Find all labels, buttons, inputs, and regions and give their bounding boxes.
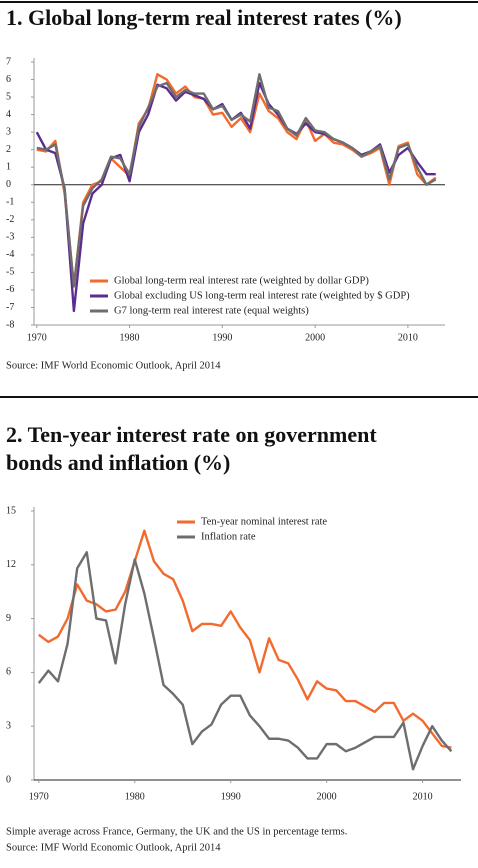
y-tick-label: -1 xyxy=(6,197,14,208)
x-tick-label: 1990 xyxy=(212,332,232,343)
y-tick-label: 3 xyxy=(6,720,11,731)
y-tick-label: 0 xyxy=(6,774,11,785)
x-tick-label: 1980 xyxy=(120,332,140,343)
y-tick-label: 3 xyxy=(6,126,11,137)
y-tick-label: 9 xyxy=(6,613,11,624)
y-tick-label: -4 xyxy=(6,249,14,260)
y-tick-label: 4 xyxy=(6,109,11,120)
chart-title: 2. Ten-year interest rate on government b… xyxy=(6,422,377,475)
y-tick-label: 1 xyxy=(6,161,11,172)
x-tick-label: 2010 xyxy=(413,791,433,802)
footnote: Simple average across France, Germany, t… xyxy=(6,826,347,837)
y-tick-label: -5 xyxy=(6,267,14,278)
x-tick-label: 2000 xyxy=(305,332,325,343)
y-tick-label: -2 xyxy=(6,214,14,225)
x-tick-label: 2000 xyxy=(317,791,337,802)
y-tick-label: 2 xyxy=(6,144,11,155)
series-line xyxy=(36,73,437,288)
y-tick-label: 6 xyxy=(6,74,11,85)
x-tick-label: 1990 xyxy=(221,791,241,802)
x-tick-label: 1980 xyxy=(125,791,145,802)
y-tick-label: -3 xyxy=(6,232,14,243)
footnote: Source: IMF World Economic Outlook, Apri… xyxy=(6,842,221,853)
y-tick-label: 0 xyxy=(6,179,11,190)
y-tick-label: -8 xyxy=(6,319,14,330)
y-tick-label: 5 xyxy=(6,91,11,102)
y-tick-label: 12 xyxy=(6,559,16,570)
x-tick-label: 1970 xyxy=(27,332,47,343)
footnote: Source: IMF World Economic Outlook, Apri… xyxy=(6,360,221,371)
y-tick-label: -7 xyxy=(6,302,14,313)
legend-label: G7 long-term real interest rate (equal w… xyxy=(114,305,309,316)
series-line xyxy=(38,529,452,749)
x-tick-label: 1970 xyxy=(29,791,49,802)
x-tick-label: 2010 xyxy=(398,332,418,343)
y-tick-label: -6 xyxy=(6,284,14,295)
legend-label: Global excluding US long-term real inter… xyxy=(114,290,410,301)
chart-title: 1. Global long-term real interest rates … xyxy=(6,5,402,30)
legend-label: Global long-term real interest rate (wei… xyxy=(114,275,369,286)
y-tick-label: 7 xyxy=(6,56,11,67)
y-tick-label: 6 xyxy=(6,667,11,678)
series-line xyxy=(37,551,453,771)
y-tick-label: 15 xyxy=(6,505,16,516)
series-line xyxy=(36,73,437,288)
legend-label: Inflation rate xyxy=(201,531,256,542)
legend-label: Ten-year nominal interest rate xyxy=(201,516,327,527)
